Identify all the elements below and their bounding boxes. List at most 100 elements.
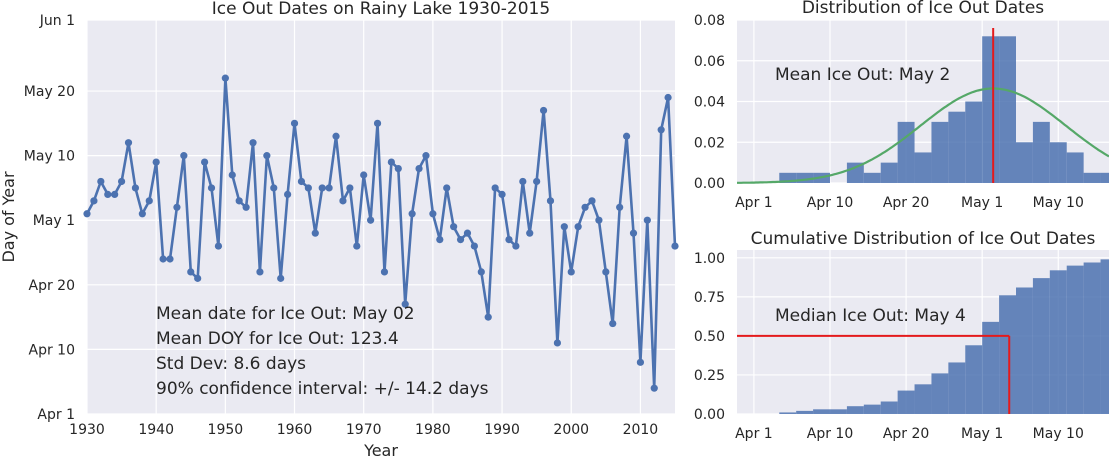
hist-bar [1066, 152, 1084, 183]
main-data-point [228, 171, 236, 179]
main-data-point [166, 255, 174, 263]
main-data-point [173, 203, 181, 211]
cdf-bar [830, 409, 847, 414]
main-y-ticks: Apr 1 Apr 10 Apr 20 May 1 May 10 May 20 Jun 1 [24, 13, 75, 423]
cdf-y-ticks: 0.00 0.25 0.50 0.75 1.00 [694, 251, 725, 423]
main-y-tick-label: Apr 20 [29, 278, 75, 294]
cdf-bars [779, 259, 1109, 414]
main-data-point [657, 126, 665, 134]
cdf-bar [982, 321, 1000, 414]
main-data-point [671, 242, 679, 250]
hist-fit-curve [737, 87, 1109, 184]
main-data-point [491, 184, 499, 192]
main-y-axis-label: Day of Year [0, 171, 18, 262]
main-data-point [574, 223, 582, 231]
hist-bar [999, 36, 1016, 183]
hist-bar [1049, 142, 1067, 183]
hist-y-tick-label: 0.02 [694, 135, 725, 151]
cdf-bar [1066, 265, 1084, 414]
main-data-point [394, 164, 402, 173]
hist-x-tick-label: Apr 20 [883, 195, 929, 211]
main-data-point [512, 242, 520, 250]
main-data-point [498, 190, 506, 198]
main-data-point [588, 197, 596, 205]
main-data-point [436, 236, 444, 244]
cdf-x-tick-label: Apr 1 [735, 426, 773, 442]
main-data-point [83, 210, 91, 218]
main-x-ticks: 1930 1940 1950 1960 1970 1980 1990 2000 2010 [69, 422, 658, 438]
main-data-point [581, 203, 589, 211]
main-data-point [533, 177, 541, 186]
hist-bar [846, 162, 864, 183]
stats-annotation: Mean date for Ice Out: May 02 Mean DOY f… [156, 304, 489, 399]
cdf-y-tick-label: 0.00 [694, 407, 725, 423]
main-chart-title: Ice Out Dates on Rainy Lake 1930-2015 [212, 0, 550, 19]
main-data-point [145, 197, 153, 205]
main-data-point [360, 171, 368, 179]
main-data-point [602, 268, 610, 276]
main-x-tick-label: 1980 [415, 422, 451, 438]
main-data-point [311, 229, 319, 237]
main-data-point [249, 139, 257, 147]
cdf-bar [880, 401, 898, 414]
main-x-tick-label: 1990 [484, 422, 520, 438]
cdf-bar [813, 409, 830, 414]
main-data-point [401, 300, 409, 308]
cdf-median-marker [737, 334, 1011, 414]
main-data-point [636, 358, 645, 366]
main-data-point [187, 268, 195, 276]
main-data-point [519, 177, 527, 186]
main-y-tick-label: May 1 [33, 213, 75, 229]
main-data-point [609, 319, 617, 328]
main-data-point [332, 132, 340, 140]
main-x-tick-label: 1960 [277, 422, 313, 438]
main-data-point [346, 184, 354, 192]
main-data-point [194, 274, 202, 282]
cdf-y-tick-label: 0.25 [694, 368, 725, 384]
main-data-point [235, 197, 243, 205]
main-x-tick-label: 1970 [346, 422, 382, 438]
hist-bar [965, 101, 983, 183]
main-data-point [207, 184, 216, 192]
cdf-bar [796, 410, 814, 414]
main-data-point [242, 203, 250, 211]
main-data-point [415, 164, 423, 173]
cdf-y-tick-label: 1.00 [694, 251, 725, 267]
main-data-point [90, 197, 98, 205]
cdf-bar [1100, 259, 1109, 414]
main-data-point [484, 313, 492, 321]
main-y-tick-label: Apr 1 [37, 407, 75, 423]
cdf-y-tick-label: 0.50 [694, 329, 725, 345]
main-data-point [643, 216, 651, 224]
main-data-point [664, 93, 672, 102]
main-x-tick-label: 1940 [138, 422, 174, 438]
main-x-tick-label: 1930 [69, 422, 105, 438]
main-data-point [650, 384, 658, 392]
hist-y-tick-label: 0.06 [694, 54, 725, 70]
main-x-tick-label: 2010 [623, 422, 659, 438]
main-data-point [567, 268, 575, 276]
main-data-point [180, 152, 188, 160]
distribution-chart: Apr 1 Apr 10 Apr 20 May 1 May 10 0.000.020.0… [694, 0, 1109, 211]
main-data-point [463, 229, 472, 237]
main-data-point [553, 339, 562, 347]
cdf-x-tick-label: May 1 [961, 426, 1003, 442]
main-data-point [256, 268, 264, 276]
cdf-bar [897, 390, 915, 414]
main-y-tick-label: Jun 1 [39, 13, 75, 29]
main-data-point [456, 236, 465, 244]
main-y-tick-label: May 10 [24, 149, 75, 165]
cdf-x-tick-label: May 10 [1033, 426, 1084, 442]
hist-mean-annotation: Mean Ice Out: May 2 [775, 65, 950, 85]
main-data-point [97, 177, 105, 186]
main-data-point [339, 197, 347, 205]
hist-x-tick-label: May 1 [961, 195, 1003, 211]
main-data-point [297, 177, 306, 186]
cdf-x-ticks: Apr 1 Apr 10 Apr 20 May 1 May 10 [735, 426, 1084, 442]
main-data-point [616, 203, 624, 211]
main-y-tick-label: Apr 10 [29, 342, 75, 358]
main-data-point [353, 242, 361, 250]
cdf-bar [1049, 270, 1067, 414]
main-data-point [367, 216, 375, 224]
